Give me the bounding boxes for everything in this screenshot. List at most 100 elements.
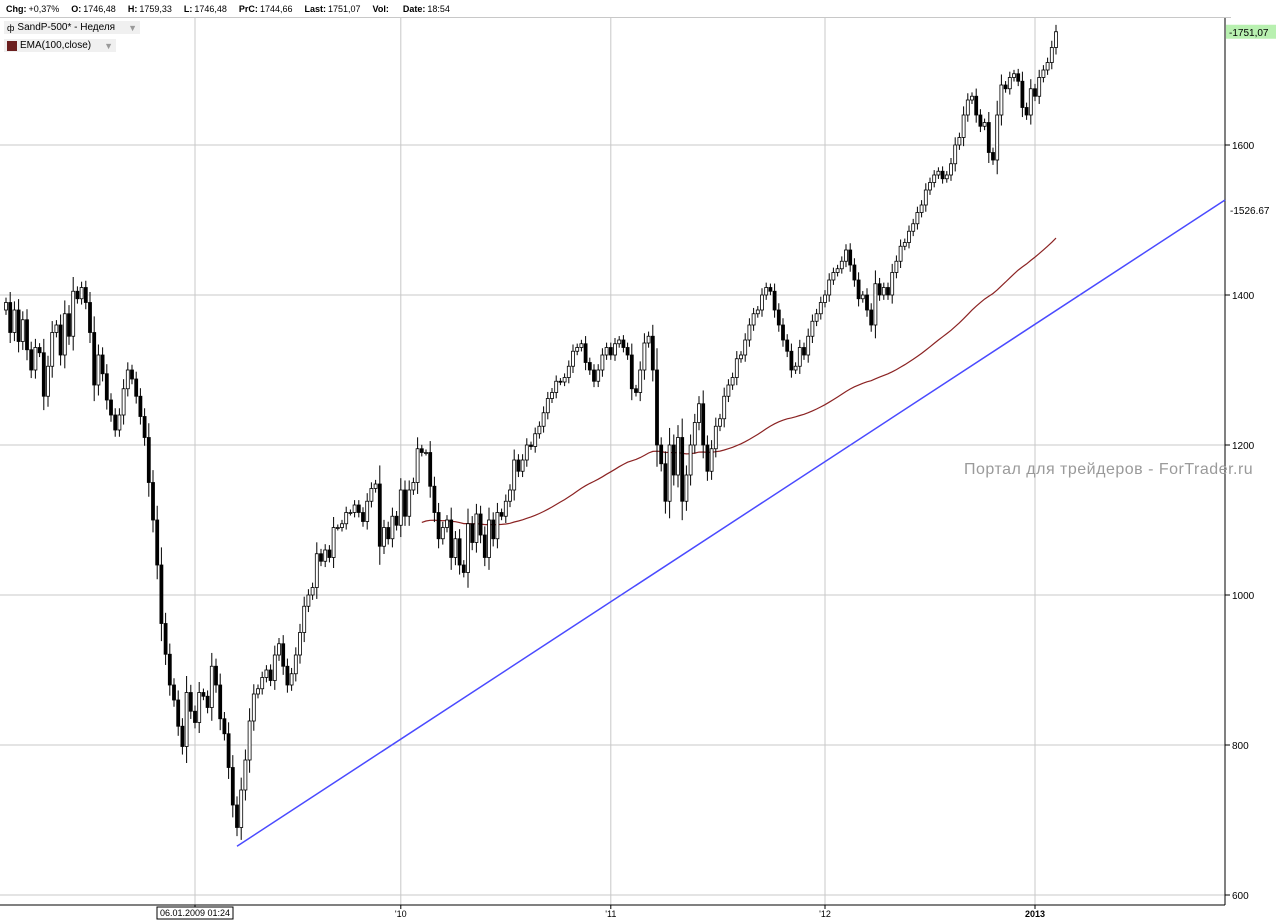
candle-body (797, 347, 802, 367)
y-tick-label: 800 (1232, 741, 1249, 752)
trend-level-label: -1526.67 (1230, 206, 1270, 217)
candle-body (743, 339, 748, 356)
candle-body (394, 515, 399, 526)
symbol-legend[interactable]: ф SandP-500* - Неделя ▼ (4, 21, 141, 34)
candle-body (335, 527, 340, 529)
candle-body (54, 324, 59, 333)
candle-body (852, 264, 857, 281)
candle-body (41, 352, 46, 397)
candle-body (915, 212, 920, 225)
candle-body (709, 448, 714, 472)
candle-body (478, 513, 483, 536)
candle-body (1037, 77, 1042, 97)
candle-body (180, 725, 185, 747)
candle-body (268, 669, 273, 681)
candle-body (961, 114, 966, 138)
x-tick-label: '10 (395, 909, 407, 919)
candle-body (293, 654, 298, 675)
candle-body (230, 767, 235, 806)
candle-body (16, 309, 21, 342)
candle-body (218, 684, 223, 720)
candle-body (592, 369, 596, 382)
last-field: Last: 1751,07 (304, 3, 361, 14)
candle-body (323, 549, 328, 562)
candle-body (407, 489, 412, 517)
last-price-box (1226, 24, 1276, 39)
low-field: L: 1746,48 (183, 3, 227, 14)
candle-body (835, 268, 840, 273)
candle-body (873, 283, 878, 326)
candle-body (650, 335, 655, 371)
candle-body (1028, 88, 1033, 116)
candle-body (298, 632, 302, 656)
candle-body (995, 114, 1000, 161)
candle-body (982, 122, 987, 127)
candle-body (638, 369, 643, 393)
candle-body (310, 587, 315, 596)
candle-body (50, 332, 55, 367)
candle-body (730, 377, 735, 386)
candle-body (272, 654, 277, 681)
candle-body (121, 388, 126, 416)
candle-body (739, 354, 743, 360)
candle-body (911, 223, 916, 232)
candle-body (663, 463, 668, 502)
candle-body (449, 519, 454, 558)
candle-body (411, 482, 416, 491)
candle-body (785, 339, 790, 352)
candle-body (482, 534, 487, 558)
candle-body (251, 693, 256, 722)
candle-body (71, 290, 76, 337)
candles (4, 24, 1058, 840)
price-axis: 600 800 1000 1200 1400 1600 (1225, 141, 1255, 902)
indicator-legend[interactable]: EMA(100,close) ▼ (4, 39, 117, 52)
candle-body (151, 482, 155, 521)
ema-line (421, 237, 1057, 526)
candle-body (1024, 107, 1029, 116)
candle-body (860, 294, 865, 300)
candle-body (718, 418, 722, 427)
candle-body (424, 452, 428, 454)
candle-body (117, 414, 122, 431)
candle-body (340, 523, 344, 528)
info-bar: Chg: +0,37% O: 1746,48 H: 1759,33 L: 1746,48… (0, 0, 1231, 18)
candle-body (83, 287, 88, 303)
candle-body (75, 290, 80, 300)
candle-body (222, 718, 227, 735)
candle-body (331, 527, 336, 558)
candle-body (986, 122, 991, 153)
chevron-down-icon[interactable]: ▼ (104, 40, 114, 51)
candle-body (302, 605, 307, 633)
candle-body (516, 459, 521, 472)
candle-body (499, 512, 504, 517)
candle-icon: ф (7, 22, 15, 33)
candle-body (440, 527, 445, 540)
candle-body (579, 343, 584, 348)
indicator-color-swatch (7, 40, 17, 51)
candle-body (432, 485, 437, 513)
candle-body (781, 324, 785, 341)
date-cursor-box (156, 906, 234, 920)
candle-body (881, 287, 886, 296)
candle-body (697, 403, 701, 423)
candle-body (88, 302, 92, 333)
candle-body (176, 699, 181, 727)
candle-body (613, 343, 617, 356)
trend-line[interactable] (236, 199, 1226, 847)
candle-body (184, 692, 189, 747)
candle-body (802, 347, 806, 356)
candle-body (285, 665, 290, 686)
candle-body (445, 519, 449, 528)
indicator-label: EMA(100,close) (20, 40, 92, 51)
x-tick-label: '12 (819, 909, 831, 919)
candle-body (541, 412, 546, 427)
candle-body (970, 95, 974, 101)
candle-body (583, 343, 588, 363)
candle-body (8, 302, 13, 333)
chevron-down-icon[interactable]: ▼ (128, 22, 138, 33)
candle-body (629, 354, 634, 390)
candle-body (243, 759, 248, 791)
candle-body (659, 444, 664, 465)
candle-body (1007, 77, 1012, 90)
